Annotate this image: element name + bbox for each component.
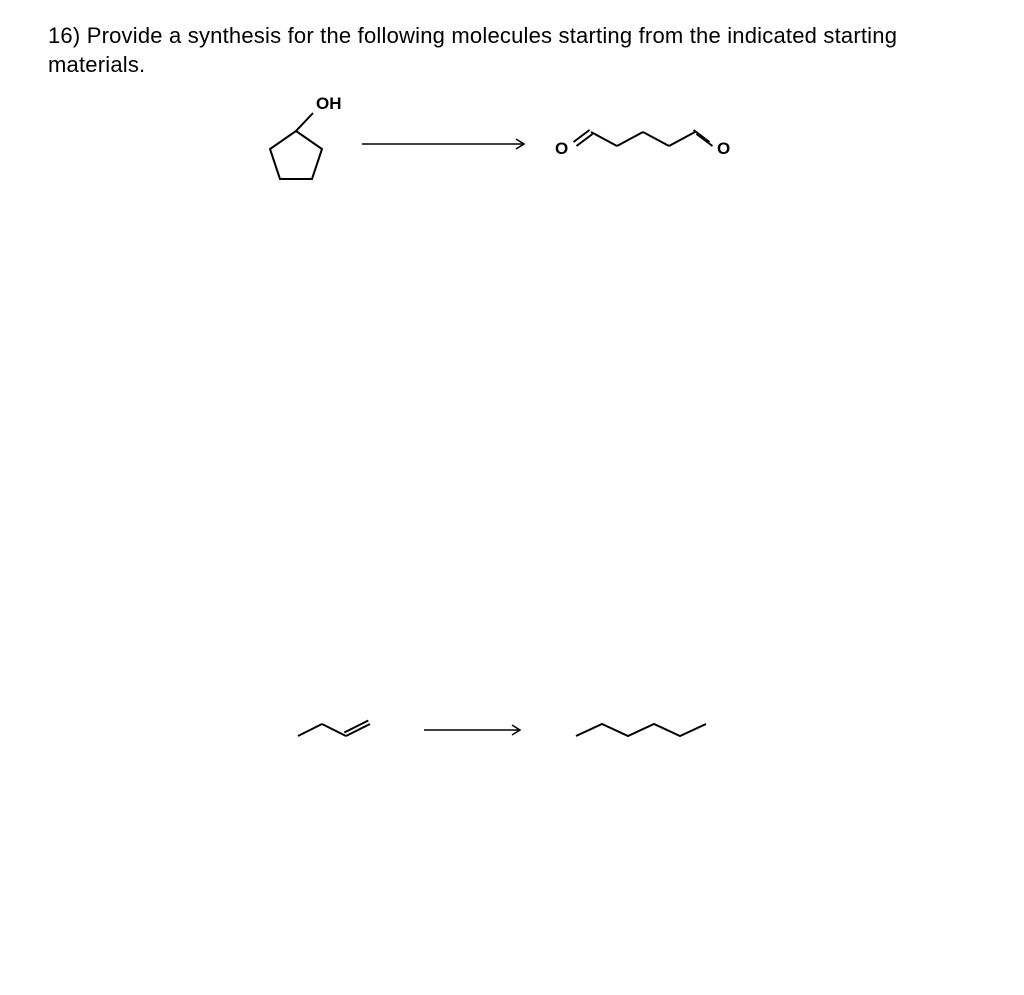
left-c=o-bond-a (574, 130, 590, 142)
r2-product-hexane (568, 710, 728, 750)
r1-product-pentanedial: O O (555, 120, 735, 170)
left-o-label: O (555, 139, 568, 158)
question-body: Provide a synthesis for the following mo… (48, 23, 897, 77)
c1-c2-bond (298, 724, 322, 736)
right-c=o-bond-a (694, 130, 710, 142)
left-c=o-bond-b (577, 134, 593, 146)
r2-arrow (418, 720, 530, 740)
c1-c2-bond (591, 132, 617, 146)
r1-starting-material-cyclopentanol: OH (264, 95, 344, 195)
question-number: 16) (48, 23, 80, 48)
r2-starting-material-1-butene (290, 710, 380, 750)
right-c=o-bond-b (697, 134, 713, 146)
c4-c5-bond (669, 132, 695, 146)
c2-c3-bond (617, 132, 643, 146)
page-container: 16) Provide a synthesis for the followin… (0, 0, 1024, 995)
right-o-label: O (717, 139, 730, 158)
c3-c4-bond (643, 132, 669, 146)
oh-label: OH (316, 95, 342, 113)
c-oh-bond (296, 113, 313, 131)
r1-arrow (356, 134, 536, 154)
c2-c3-bond (322, 724, 346, 736)
cyclopentane-ring (270, 131, 322, 179)
hexane-backbone (576, 724, 706, 736)
question-text: 16) Provide a synthesis for the followin… (48, 22, 948, 79)
